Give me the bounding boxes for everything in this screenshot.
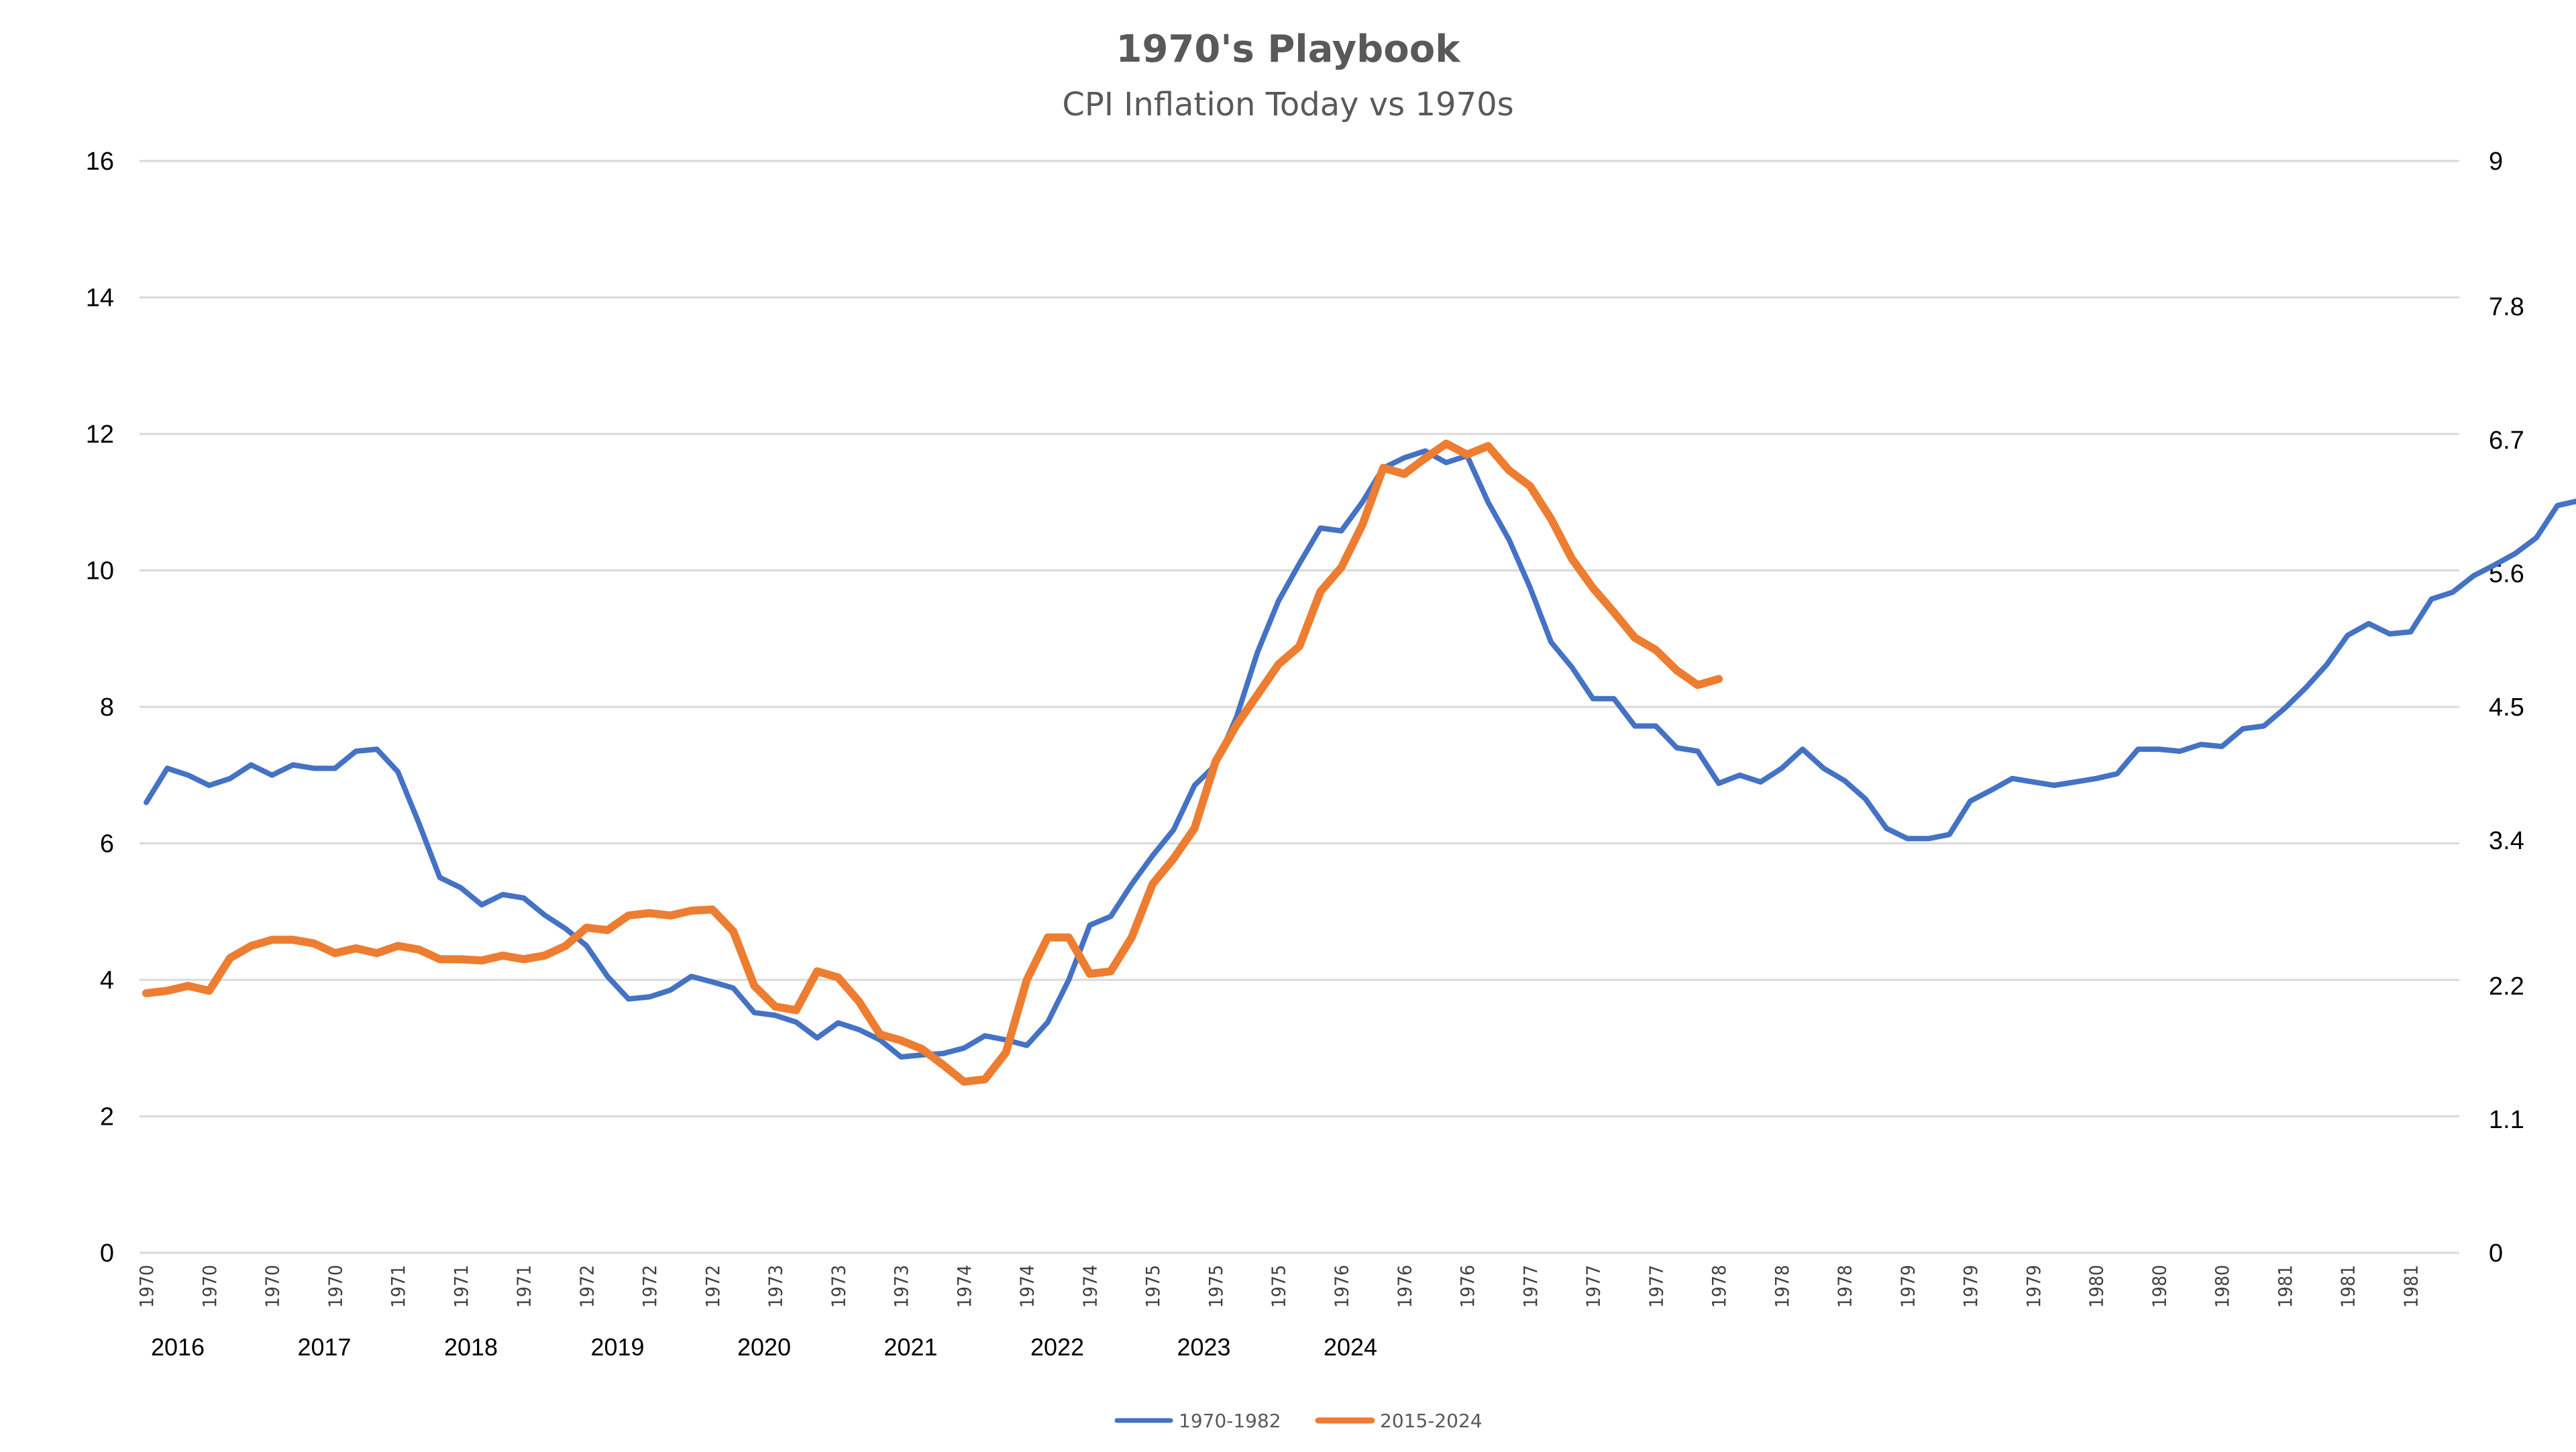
series-line-2015-2024 bbox=[142, 439, 1723, 1086]
right-axis-tick-label: 0 bbox=[2489, 1239, 2503, 1268]
left-axis-tick-label: 6 bbox=[100, 830, 114, 858]
x-axis-tick-label: 1976 bbox=[1331, 1265, 1353, 1308]
x-axis-tick-label: 1976 bbox=[1393, 1265, 1415, 1308]
x-axis-tick-label: 1975 bbox=[1142, 1265, 1164, 1308]
right-axis-ticks: 01.12.23.44.55.66.77.89 bbox=[2489, 148, 2524, 1268]
x-axis-tick-label: 1972 bbox=[576, 1265, 598, 1308]
left-axis-tick-label: 10 bbox=[86, 557, 114, 585]
x-axis-secondary-label: 2020 bbox=[737, 1333, 791, 1361]
left-axis-tick-label: 12 bbox=[86, 421, 114, 449]
x-axis-tick-label: 1978 bbox=[1771, 1265, 1793, 1308]
legend: 1970-1982 2015-2024 bbox=[1114, 1410, 1483, 1432]
x-axis-tick-label: 1979 bbox=[1960, 1265, 1982, 1308]
x-axis-tick-label: 1974 bbox=[1079, 1265, 1101, 1308]
x-axis-tick-label: 1977 bbox=[1582, 1265, 1605, 1308]
left-axis-tick-label: 2 bbox=[100, 1103, 114, 1131]
x-axis-tick-label: 1973 bbox=[827, 1265, 849, 1308]
x-axis-secondary-label: 2018 bbox=[444, 1333, 498, 1361]
chart-subtitle: CPI Inflation Today vs 1970s bbox=[1062, 86, 1513, 123]
x-axis-tick-label: 1977 bbox=[1519, 1265, 1542, 1308]
right-axis-tick-label: 7.8 bbox=[2489, 293, 2524, 321]
legend-label-1970-1982: 1970-1982 bbox=[1179, 1410, 1281, 1432]
x-axis-ticks: 1970 1970 1970 1970 1971 1971 1971 1972 1972 1972… bbox=[136, 1265, 2422, 1308]
right-axis-tick-label: 6.7 bbox=[2489, 427, 2524, 455]
x-axis-tick-label: 1971 bbox=[387, 1265, 409, 1308]
x-axis-tick-label: 1976 bbox=[1456, 1265, 1479, 1308]
x-axis-tick-label: 1973 bbox=[890, 1265, 912, 1308]
x-axis-tick-label: 1970 bbox=[136, 1265, 158, 1308]
x-axis-tick-label: 1979 bbox=[2023, 1265, 2045, 1308]
x-axis-tick-label: 1973 bbox=[765, 1265, 787, 1308]
x-axis-tick-label: 1974 bbox=[953, 1265, 975, 1308]
x-axis-tick-label: 1981 bbox=[2337, 1265, 2359, 1308]
x-axis-secondary-label: 2021 bbox=[883, 1333, 937, 1361]
right-axis-tick-label: 2.2 bbox=[2489, 972, 2524, 1001]
left-axis-tick-label: 16 bbox=[86, 148, 114, 176]
left-axis-ticks: 0 2 4 6 8 10 12 14 16 bbox=[86, 148, 114, 1268]
left-axis-tick-label: 14 bbox=[86, 284, 114, 313]
left-axis-tick-label: 4 bbox=[100, 966, 114, 995]
x-axis-tick-label: 1978 bbox=[1708, 1265, 1730, 1308]
gridlines bbox=[140, 160, 2459, 1254]
x-axis-tick-label: 1972 bbox=[639, 1265, 661, 1308]
x-axis-tick-label: 1980 bbox=[2086, 1265, 2108, 1308]
x-axis-tick-label: 1979 bbox=[1896, 1265, 1919, 1308]
x-axis-secondary-label: 2024 bbox=[1324, 1333, 1377, 1361]
x-axis-secondary-label: 2023 bbox=[1177, 1333, 1230, 1361]
right-axis-tick-label: 3.4 bbox=[2489, 827, 2524, 855]
x-axis-secondary-ticks: 2016 2017 2018 2019 2020 2021 2022 2023 2024 bbox=[151, 1333, 1377, 1361]
x-axis-tick-label: 1972 bbox=[702, 1265, 724, 1308]
x-axis-tick-label: 1977 bbox=[1645, 1265, 1667, 1308]
x-axis-tick-label: 1971 bbox=[513, 1265, 535, 1308]
x-axis-tick-label: 1975 bbox=[1205, 1265, 1227, 1308]
x-axis-tick-label: 1970 bbox=[262, 1265, 284, 1308]
x-axis-secondary-label: 2022 bbox=[1030, 1333, 1084, 1361]
left-axis-tick-label: 0 bbox=[100, 1239, 114, 1268]
x-axis-secondary-label: 2016 bbox=[151, 1333, 205, 1361]
left-axis-tick-label: 8 bbox=[100, 693, 114, 722]
right-axis-tick-label: 9 bbox=[2489, 148, 2503, 176]
x-axis-secondary-label: 2019 bbox=[590, 1333, 644, 1361]
x-axis-tick-label: 1970 bbox=[199, 1265, 221, 1308]
x-axis-tick-label: 1981 bbox=[2274, 1265, 2296, 1308]
right-axis-tick-label: 1.1 bbox=[2489, 1106, 2524, 1134]
x-axis-tick-label: 1971 bbox=[450, 1265, 472, 1308]
right-axis-tick-label: 4.5 bbox=[2489, 693, 2524, 722]
x-axis-tick-label: 1974 bbox=[1016, 1265, 1038, 1308]
legend-label-2015-2024: 2015-2024 bbox=[1380, 1410, 1483, 1432]
series-line-1970-1982 bbox=[144, 448, 2576, 1060]
x-axis-tick-label: 1970 bbox=[324, 1265, 346, 1308]
x-axis-tick-label: 1980 bbox=[2148, 1265, 2170, 1308]
x-axis-tick-label: 1978 bbox=[1834, 1265, 1856, 1308]
series-layer bbox=[142, 439, 2576, 1086]
chart-title: 1970's Playbook bbox=[1116, 27, 1462, 71]
x-axis-secondary-label: 2017 bbox=[297, 1333, 351, 1361]
x-axis-tick-label: 1980 bbox=[2211, 1265, 2233, 1308]
x-axis-tick-label: 1975 bbox=[1268, 1265, 1290, 1308]
x-axis-tick-label: 1981 bbox=[2400, 1265, 2422, 1308]
